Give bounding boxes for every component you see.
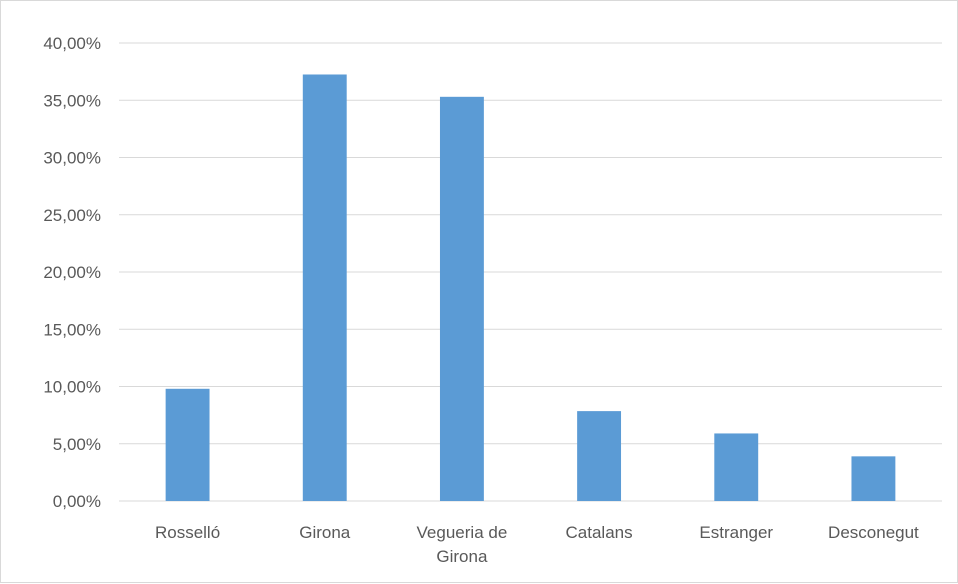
x-category-label: Desconegut — [828, 523, 919, 542]
y-tick-label: 0,00% — [53, 492, 101, 511]
y-tick-label: 15,00% — [43, 320, 101, 339]
y-tick-label: 10,00% — [43, 378, 101, 397]
x-axis-category-labels: Rosselló Girona Vegueria de Girona Catalans E… — [155, 523, 919, 566]
x-category-label: Girona — [436, 547, 488, 566]
y-tick-label: 5,00% — [53, 435, 101, 454]
y-axis-tick-labels: 0,00% 5,00% 10,00% 15,00% 20,00% 25,00% 30,00%… — [43, 34, 101, 511]
y-tick-label: 40,00% — [43, 34, 101, 53]
bar — [851, 456, 896, 501]
x-category-label: Estranger — [699, 523, 773, 542]
x-category-label: Catalans — [566, 523, 633, 542]
x-category-label: Girona — [299, 523, 351, 542]
bar — [577, 411, 622, 501]
y-tick-label: 20,00% — [43, 263, 101, 282]
bar — [714, 433, 759, 501]
bar — [302, 74, 347, 502]
bar — [165, 388, 210, 501]
y-tick-label: 35,00% — [43, 91, 101, 110]
x-category-label: Rosselló — [155, 523, 220, 542]
bar — [439, 96, 484, 501]
y-tick-label: 25,00% — [43, 206, 101, 225]
bars — [165, 74, 896, 502]
y-tick-label: 30,00% — [43, 149, 101, 168]
gridlines — [119, 42, 942, 502]
x-category-label: Vegueria de — [417, 523, 508, 542]
